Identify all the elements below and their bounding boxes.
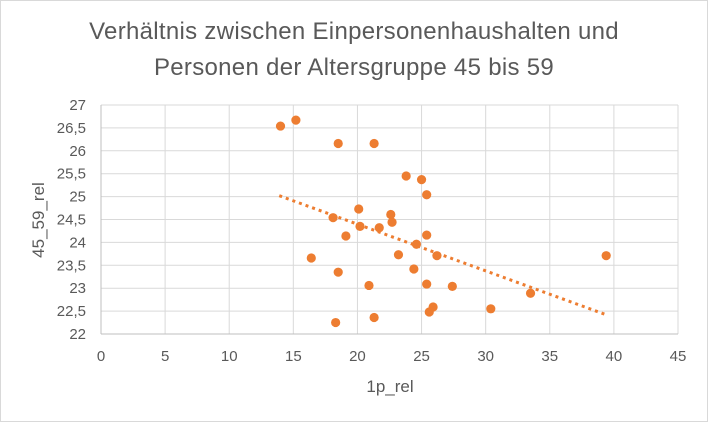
x-tick-label: 20	[349, 348, 366, 365]
data-point	[601, 251, 611, 261]
data-point	[333, 138, 343, 149]
data-point	[401, 171, 411, 181]
chart-title: Verhältnis zwischen Einpersonenhaushalte…	[0, 14, 708, 86]
x-tick-label: 15	[285, 348, 302, 365]
data-point	[416, 175, 427, 185]
x-tick-label: 25	[413, 348, 430, 365]
data-point	[447, 281, 457, 291]
data-point	[341, 231, 351, 241]
data-point	[333, 267, 343, 277]
data-point	[355, 221, 365, 231]
data-point	[525, 288, 536, 298]
data-point	[432, 251, 442, 261]
x-axis-title: 1p_rel	[366, 377, 413, 396]
data-point	[374, 223, 384, 233]
trendline	[278, 194, 607, 317]
x-tick-label: 30	[477, 348, 494, 365]
y-tick-label: 22	[69, 326, 86, 343]
y-tick-label: 24	[69, 234, 86, 251]
data-points	[275, 115, 611, 328]
y-tick-label: 26	[69, 143, 86, 160]
y-tick-label: 26,5	[57, 120, 86, 137]
data-point	[328, 213, 338, 223]
data-point	[387, 217, 397, 227]
y-tick-label: 24,5	[57, 212, 86, 229]
y-axis-title: 45_59_rel	[29, 182, 48, 258]
axes	[100, 105, 678, 335]
data-point	[393, 250, 404, 260]
tick-labels: 22 22,5 23 23,5 24 24,5 25 25,5 26 26,5 27 0 5 10 15 20…	[57, 97, 687, 365]
data-point	[291, 115, 301, 125]
data-point	[486, 304, 496, 314]
chart-title-line-1: Verhältnis zwischen Einpersonenhaushalte…	[89, 18, 619, 45]
data-point	[369, 312, 379, 323]
data-point	[369, 138, 379, 149]
data-point	[386, 209, 396, 220]
x-tick-label: 0	[97, 348, 105, 365]
y-tick-label: 27	[69, 97, 86, 114]
data-point	[306, 253, 316, 263]
y-tick-label: 25	[69, 189, 86, 206]
x-tick-label: 10	[221, 348, 238, 365]
data-point	[422, 279, 432, 289]
y-tick-label: 25,5	[57, 166, 86, 183]
y-tick-label: 23,5	[57, 257, 86, 274]
data-point	[331, 317, 341, 328]
data-point	[409, 264, 419, 274]
y-tick-label: 23	[69, 280, 86, 297]
gridlines	[101, 104, 679, 334]
data-point	[275, 121, 286, 131]
x-tick-label: 35	[541, 348, 558, 365]
data-point	[422, 230, 432, 240]
data-point	[354, 204, 364, 214]
data-point	[424, 307, 434, 317]
x-tick-label: 40	[606, 348, 623, 365]
data-point	[422, 190, 432, 200]
chart-title-line-2: Personen der Altersgruppe 45 bis 59	[153, 54, 555, 81]
x-tick-label: 5	[161, 348, 169, 365]
x-tick-label: 45	[670, 348, 687, 365]
data-point	[364, 280, 374, 291]
y-tick-label: 22,5	[57, 303, 86, 320]
data-point	[411, 239, 422, 249]
trendline-layer	[278, 194, 607, 317]
